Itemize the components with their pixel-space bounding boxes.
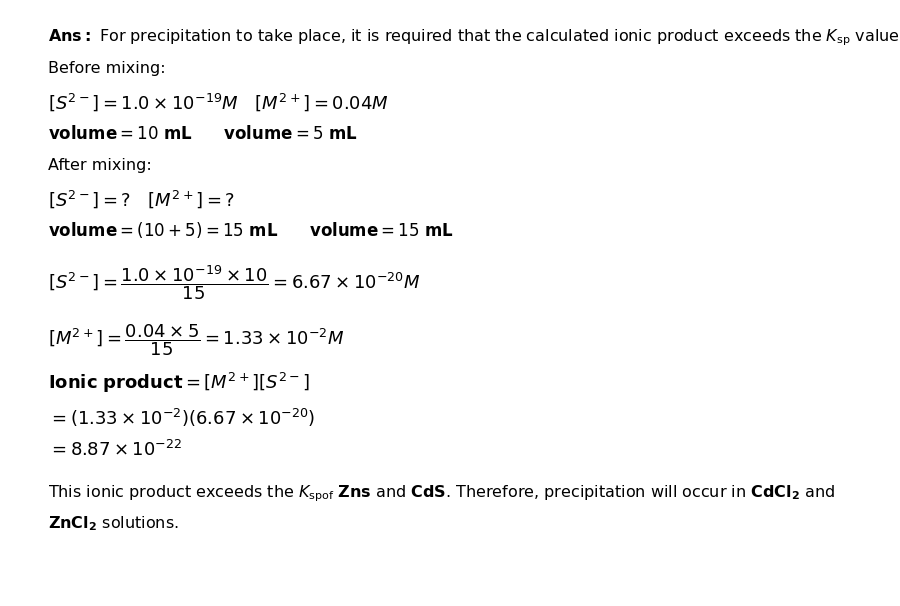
Text: This ionic product exceeds the $K_{\mathrm{spof}}$ $\mathbf{Zns}$ and $\mathbf{C: This ionic product exceeds the $K_{\math… [48,484,835,504]
Text: $\mathbf{volume} = (10+5) = 15\ \mathbf{mL} \qquad \mathbf{volume} = 15\ \mathbf: $\mathbf{volume} = (10+5) = 15\ \mathbf{… [48,220,454,240]
Text: $\mathbf{ZnCl_2}$ solutions.: $\mathbf{ZnCl_2}$ solutions. [48,514,179,533]
Text: Before mixing:: Before mixing: [48,61,166,76]
Text: After mixing:: After mixing: [48,158,152,173]
Text: $\mathbf{Ionic\ product} = \left[M^{2+}\right]\left[S^{2-}\right]$: $\mathbf{Ionic\ product} = \left[M^{2+}\… [48,371,310,395]
Text: $\left[S^{2-}\right] = \dfrac{1.0 \times 10^{-19} \times 10}{15} = 6.67 \times 1: $\left[S^{2-}\right] = \dfrac{1.0 \times… [48,264,420,302]
Text: $= 8.87 \times 10^{-22}$: $= 8.87 \times 10^{-22}$ [48,441,183,461]
Text: $\left[M^{2+}\right] = \dfrac{0.04 \times 5}{15} = 1.33 \times 10^{-2}M$: $\left[M^{2+}\right] = \dfrac{0.04 \time… [48,322,345,358]
Text: $= (1.33 \times 10^{-2})(6.67 \times 10^{-20})$: $= (1.33 \times 10^{-2})(6.67 \times 10^… [48,407,315,428]
Text: $\mathbf{volume} = 10\ \mathbf{mL} \qquad \mathbf{volume} = 5\ \mathbf{mL}$: $\mathbf{volume} = 10\ \mathbf{mL} \qqua… [48,125,358,144]
Text: $\left[S^{2-}\right] =? \quad \left[M^{2+}\right] =?$: $\left[S^{2-}\right] =? \quad \left[M^{2… [48,188,235,210]
Text: $\mathbf{Ans:}$ For precipitation to take place, it is required that the calcula: $\mathbf{Ans:}$ For precipitation to tak… [48,28,900,48]
Text: $\left[S^{2-}\right] = 1.0 \times 10^{-19} M \quad \left[M^{2+}\right] = 0.04M$: $\left[S^{2-}\right] = 1.0 \times 10^{-1… [48,91,389,113]
